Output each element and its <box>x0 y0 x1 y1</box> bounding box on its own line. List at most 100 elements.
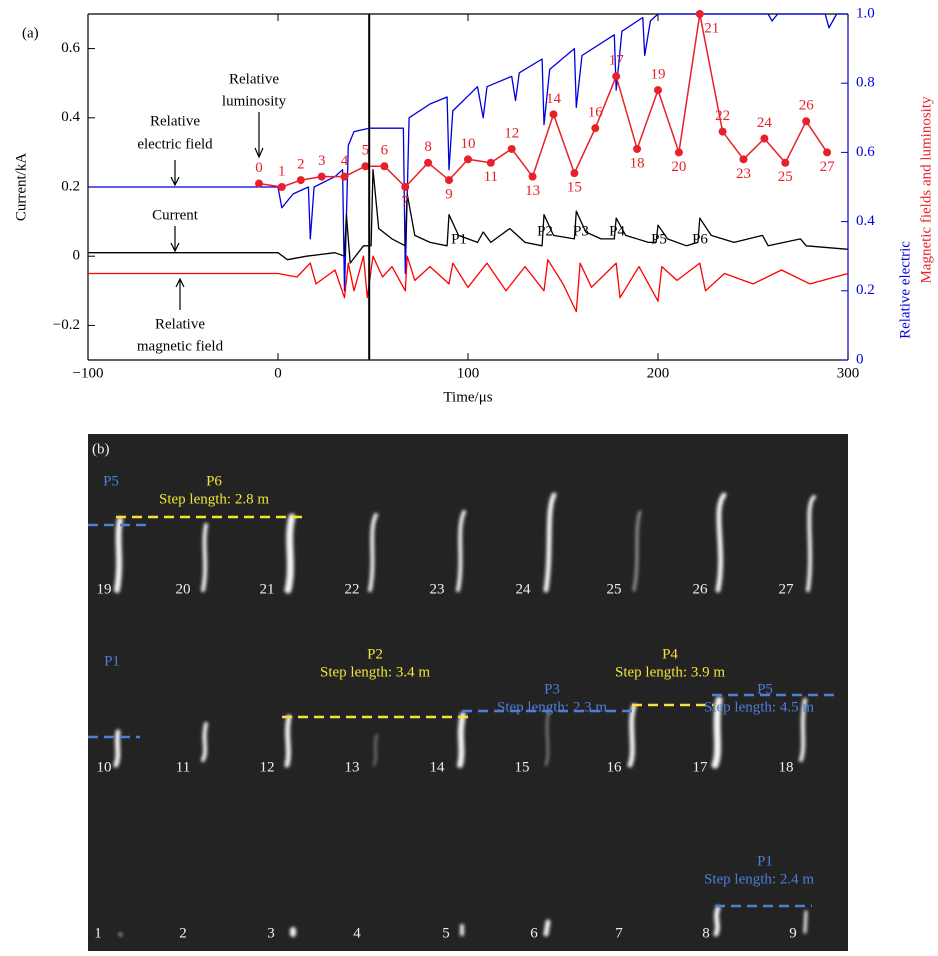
frame-label: 24 <box>516 581 532 597</box>
frame-label: 5 <box>442 925 450 941</box>
y2-axis-label: Magnetic fields and luminosity <box>918 96 934 284</box>
point-label: 3 <box>318 153 326 169</box>
series-line <box>88 255 849 313</box>
data-point <box>255 179 263 188</box>
y2-tick-label: 0 <box>856 351 864 367</box>
data-point <box>445 176 453 185</box>
data-point <box>296 176 305 185</box>
frame-label: 21 <box>260 581 275 597</box>
x-tick-label: 0 <box>274 365 282 381</box>
frame-label: 18 <box>779 759 794 775</box>
series-line <box>88 13 848 292</box>
frame-label: 9 <box>789 925 797 941</box>
y2-tick-label: 0.4 <box>856 213 875 229</box>
arrow-head <box>170 176 180 187</box>
annotation: P1 <box>757 853 773 869</box>
annotation: Relative <box>155 316 205 332</box>
peak-label: P1 <box>451 231 467 247</box>
series-line <box>88 169 849 264</box>
point-label: 2 <box>297 157 305 173</box>
frame-label: 17 <box>693 759 709 775</box>
data-point <box>277 183 286 191</box>
frame-label: 26 <box>693 581 709 597</box>
point-label: 9 <box>445 187 453 203</box>
x-axis-label: Time/μs <box>443 389 492 405</box>
frame-label: 19 <box>97 581 112 597</box>
frame-label: 7 <box>615 925 623 941</box>
frame-label: 23 <box>430 581 445 597</box>
data-point <box>528 172 537 181</box>
frame-label: 4 <box>353 925 361 941</box>
frame-label: 11 <box>176 759 190 775</box>
panel-a: (a) Time/μs Current/kA Relative electric… <box>13 5 934 405</box>
data-point <box>486 158 495 167</box>
annotation: P4 <box>662 646 678 662</box>
panel-label: (b) <box>92 441 110 457</box>
dashed-markers <box>88 515 836 908</box>
frame-label: 10 <box>97 759 112 775</box>
annotation: P5 <box>757 681 773 697</box>
y-tick-label: 0 <box>73 248 81 264</box>
annotation: P2 <box>367 646 383 662</box>
frame-label: 12 <box>260 759 275 775</box>
data-point <box>612 72 621 81</box>
point-label: 10 <box>461 136 476 152</box>
point-label: 26 <box>799 98 815 114</box>
data-point <box>760 134 769 143</box>
data-point <box>633 144 642 153</box>
y2-tick-label: 0.8 <box>856 75 875 91</box>
point-label: 6 <box>381 143 389 159</box>
peak-label: P3 <box>573 223 589 239</box>
annotation: Step length: 4.5 m <box>704 699 814 715</box>
point-label: 14 <box>546 91 562 107</box>
x-tick-label: 300 <box>837 365 860 381</box>
panel-label: (a) <box>22 25 39 41</box>
frame-label: 8 <box>702 925 710 941</box>
streaks <box>113 492 816 937</box>
x-tick-label: 100 <box>457 365 480 381</box>
y2-tick-label: 1.0 <box>856 5 875 21</box>
annotation: Relative <box>229 71 279 87</box>
data-point <box>549 110 558 119</box>
arrow-head <box>170 242 180 253</box>
data-point <box>424 158 433 167</box>
annotation: Step length: 2.4 m <box>704 871 814 887</box>
data-point <box>340 172 349 181</box>
data-point <box>570 169 579 178</box>
frame-label: 2 <box>179 925 187 941</box>
annotation: Step length: 2.3 m <box>497 699 607 715</box>
point-label: 4 <box>341 153 349 169</box>
data-point <box>401 183 410 191</box>
data-point <box>674 148 683 157</box>
y-tick-label: 0.2 <box>61 178 80 194</box>
point-label: 25 <box>778 169 793 185</box>
frame-label: 6 <box>530 925 538 941</box>
y-axis-label: Current/kA <box>13 153 29 221</box>
annotation: electric field <box>137 136 213 152</box>
frame-label: 27 <box>779 581 795 597</box>
point-label: 17 <box>609 53 625 69</box>
annotation: Relative <box>150 113 200 129</box>
point-label: 23 <box>736 166 751 182</box>
point-label: 7 <box>402 193 410 209</box>
frame-label: 22 <box>345 581 360 597</box>
annotation: Step length: 3.9 m <box>615 664 725 680</box>
data-point <box>317 172 326 181</box>
frame-label: 20 <box>176 581 191 597</box>
frame-label: 1 <box>94 925 102 941</box>
peak-label: P5 <box>651 231 667 247</box>
data-point <box>718 127 727 136</box>
point-label: 18 <box>630 155 645 171</box>
frame-label: 15 <box>515 759 530 775</box>
annotation: Step length: 2.8 m <box>159 491 269 507</box>
frame-label: 16 <box>607 759 623 775</box>
annotation: luminosity <box>222 93 287 109</box>
data-point <box>695 10 704 18</box>
annotation: Step length: 3.4 m <box>320 664 430 680</box>
point-label: 21 <box>704 20 719 36</box>
point-label: 11 <box>484 169 498 185</box>
data-point <box>591 124 600 133</box>
arrow-head <box>175 277 185 288</box>
point-label: 16 <box>588 105 604 121</box>
